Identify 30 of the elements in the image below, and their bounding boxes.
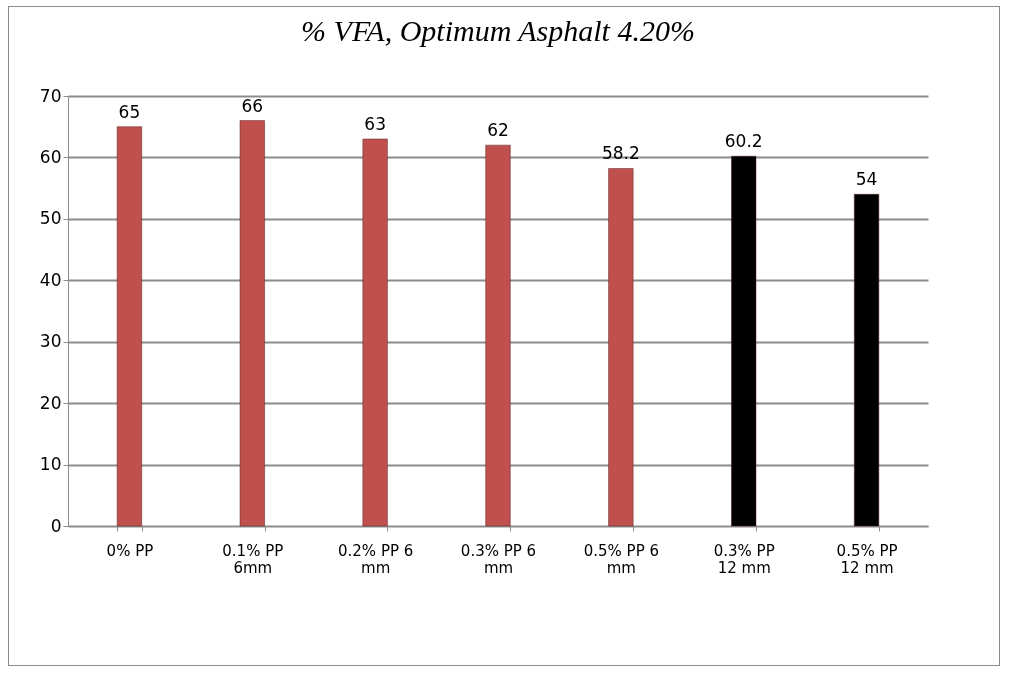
y-tick-label: 40 bbox=[39, 269, 62, 290]
y-tick-label: 50 bbox=[39, 208, 62, 229]
bar bbox=[362, 138, 388, 527]
x-tick-label: 0.5% PP 12 mm bbox=[836, 541, 898, 577]
y-tick-label: 30 bbox=[39, 331, 62, 352]
x-tick-label: 0.1% PP 6mm bbox=[222, 541, 284, 577]
y-tick-label: 60 bbox=[39, 146, 62, 167]
chart-title: % VFA, Optimum Asphalt 4.20% bbox=[301, 14, 695, 47]
data-label: 58.2 bbox=[601, 143, 640, 164]
data-label: 54 bbox=[855, 169, 878, 190]
x-tick-label: 0.3% PP 12 mm bbox=[713, 541, 775, 577]
bar bbox=[608, 168, 634, 527]
bar bbox=[731, 155, 757, 527]
data-label: 65 bbox=[118, 101, 141, 122]
y-tick-label: 0 bbox=[50, 515, 62, 536]
data-label: 62 bbox=[487, 120, 509, 141]
data-label: 63 bbox=[364, 114, 386, 134]
data-label: 60.2 bbox=[724, 131, 763, 152]
y-tick-label: 10 bbox=[39, 454, 62, 475]
bar bbox=[485, 144, 511, 527]
x-tick-label: 0.5% PP 6 mm bbox=[583, 541, 659, 577]
y-tick-label: 70 bbox=[39, 85, 62, 106]
bar bbox=[116, 126, 142, 527]
x-tick-label: 0% PP bbox=[106, 541, 154, 560]
x-tick-label: 0.3% PP 6 mm bbox=[460, 541, 537, 577]
bar bbox=[239, 120, 265, 527]
bar bbox=[854, 194, 880, 527]
data-label: 66 bbox=[241, 95, 264, 116]
x-tick-label: 0.2% PP 6 mm bbox=[338, 541, 414, 577]
y-tick-label: 20 bbox=[39, 392, 62, 413]
